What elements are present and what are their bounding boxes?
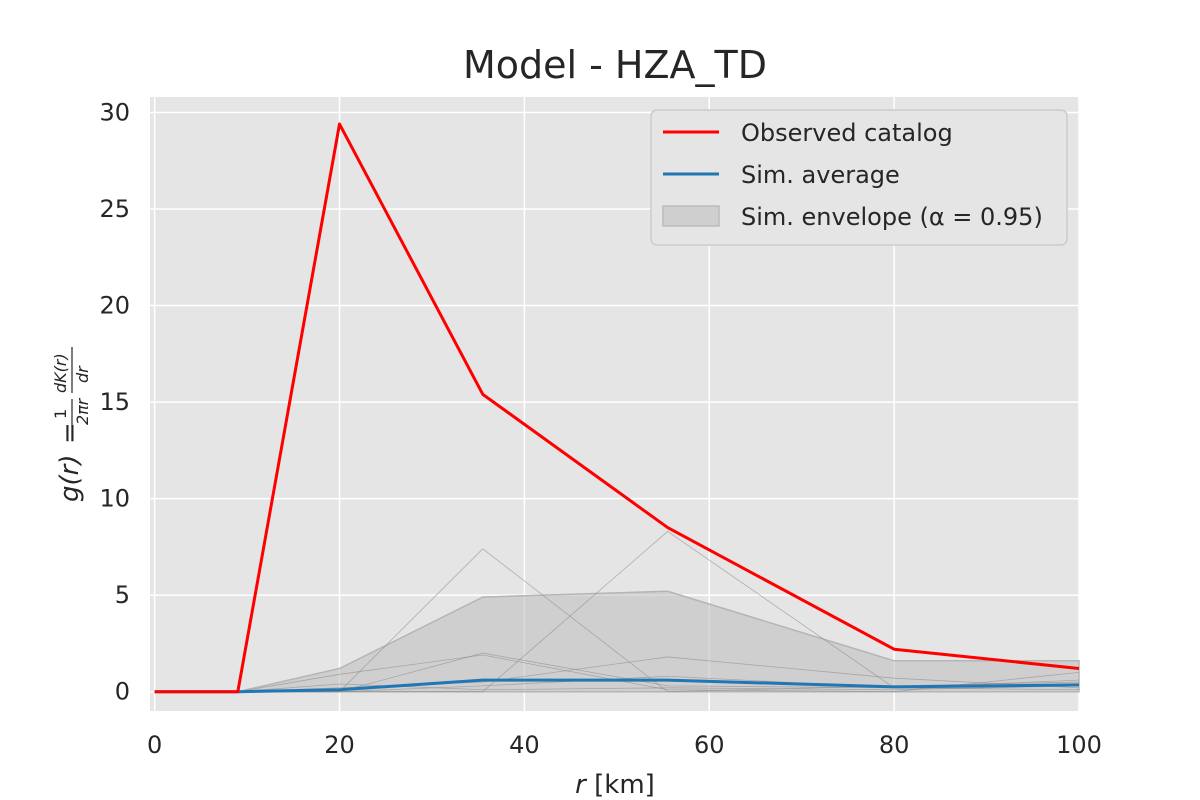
y-tick-label: 5	[115, 581, 130, 609]
svg-text:dr: dr	[73, 365, 92, 383]
svg-text:1: 1	[51, 409, 70, 419]
chart-title: Model - HZA_TD	[463, 43, 767, 87]
x-tick-label: 80	[879, 731, 910, 759]
grid	[150, 97, 1080, 711]
svg-text:g(r): g(r)	[55, 455, 85, 502]
x-axis-label: r [km]	[575, 770, 655, 800]
y-tick-label: 25	[99, 195, 130, 223]
legend-label-average: Sim. average	[741, 161, 900, 189]
x-tick-label: 20	[324, 731, 355, 759]
x-tick-label: 0	[147, 731, 162, 759]
x-tick-label: 60	[694, 731, 725, 759]
legend-label-observed: Observed catalog	[741, 119, 953, 147]
y-tick-label: 30	[99, 98, 130, 126]
legend: Observed catalog Sim. average Sim. envel…	[650, 109, 1068, 246]
y-tick-labels: 0 5 10 15 20 25 30	[99, 98, 130, 705]
x-tick-label: 40	[509, 731, 540, 759]
svg-text:2πr: 2πr	[73, 397, 92, 425]
y-tick-label: 15	[99, 388, 130, 416]
legend-label-envelope: Sim. envelope (α = 0.95)	[741, 203, 1043, 231]
y-tick-label: 0	[115, 678, 130, 706]
y-tick-label: 20	[99, 292, 130, 320]
series-lines	[154, 122, 1080, 694]
svg-text:=: =	[55, 422, 85, 444]
y-axis-label: g(r) = 1 2πr dK(r) dr	[51, 347, 92, 502]
x-tick-labels: 0 20 40 60 80 100	[147, 731, 1102, 759]
legend-box	[650, 109, 1068, 246]
x-tick-label: 100	[1056, 731, 1102, 759]
observed-catalog-line	[154, 122, 1080, 694]
svg-text:dK(r): dK(r)	[51, 353, 70, 393]
y-tick-label: 10	[99, 485, 130, 513]
legend-swatch-envelope	[662, 205, 720, 227]
